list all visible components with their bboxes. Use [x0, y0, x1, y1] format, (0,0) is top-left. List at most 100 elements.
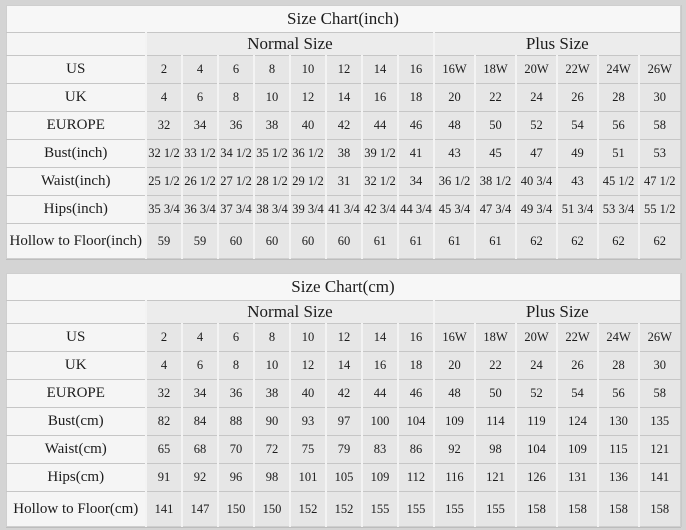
size-value-cell: 38	[253, 111, 290, 140]
size-value-cell: 26	[556, 351, 598, 380]
size-value-cell: 2	[145, 323, 182, 352]
size-value-cell: 158	[556, 491, 598, 527]
table-row: EUROPE 32 34 36 38 40 42 44 46 48 50 52 54 56 58	[6, 379, 680, 408]
size-value-cell: 40	[289, 379, 326, 408]
size-value-cell: 116	[433, 463, 475, 492]
size-value-cell: 60	[217, 223, 254, 259]
size-value-cell: 30	[638, 83, 680, 112]
size-value-cell: 59	[145, 223, 182, 259]
size-value-cell: 40	[289, 111, 326, 140]
size-value-cell: 79	[325, 435, 362, 464]
size-value-cell: 14	[325, 351, 362, 380]
table-title-row: Size Chart(cm)	[6, 273, 680, 301]
size-value-cell: 20	[433, 83, 475, 112]
size-value-cell: 36 1/2	[289, 139, 326, 168]
row-label: Hips(inch)	[6, 195, 146, 224]
table-row: Waist(inch) 25 1/2 26 1/2 27 1/2 28 1/2 29 1/…	[6, 167, 680, 196]
table-row: Hips(inch) 35 3/4 36 3/4 37 3/4 38 3/4 39 3/4…	[6, 195, 680, 224]
row-label: Waist(inch)	[6, 167, 146, 196]
size-value-cell: 150	[253, 491, 290, 527]
table-row: Hollow to Floor(cm) 141 147 150 150 152 152 155…	[6, 491, 680, 527]
size-value-cell: 32	[145, 379, 182, 408]
size-value-cell: 4	[145, 351, 182, 380]
size-value-cell: 8	[217, 83, 254, 112]
size-value-cell: 114	[474, 407, 516, 436]
size-value-cell: 33 1/2	[181, 139, 218, 168]
size-value-cell: 55 1/2	[638, 195, 680, 224]
size-value-cell: 68	[181, 435, 218, 464]
size-value-cell: 38	[253, 379, 290, 408]
size-value-cell: 112	[397, 463, 434, 492]
size-value-cell: 28 1/2	[253, 167, 290, 196]
size-chart-cm-table: Size Chart(cm) Normal Size Plus Size US 2 4 6 8…	[5, 273, 681, 527]
size-value-cell: 34	[181, 379, 218, 408]
size-value-cell: 43	[556, 167, 598, 196]
table-row: Waist(cm) 65 68 70 72 75 79 83 86 92 98 104 109 115 12…	[6, 435, 680, 464]
size-value-cell: 6	[181, 83, 218, 112]
size-value-cell: 136	[597, 463, 639, 492]
size-value-cell: 16	[361, 83, 398, 112]
row-label: UK	[6, 351, 146, 380]
size-value-cell: 41 3/4	[325, 195, 362, 224]
size-value-cell: 8	[253, 55, 290, 84]
size-value-cell: 20W	[515, 55, 557, 84]
corner-cell	[6, 300, 146, 324]
size-value-cell: 35 1/2	[253, 139, 290, 168]
size-value-cell: 84	[181, 407, 218, 436]
size-value-cell: 155	[474, 491, 516, 527]
size-value-cell: 24W	[597, 323, 639, 352]
size-value-cell: 53 3/4	[597, 195, 639, 224]
table-row: Bust(cm) 82 84 88 90 93 97 100 104 109 114 119 124 13…	[6, 407, 680, 436]
size-value-cell: 16W	[433, 55, 475, 84]
size-value-cell: 101	[289, 463, 326, 492]
size-value-cell: 45 1/2	[597, 167, 639, 196]
size-value-cell: 16	[397, 323, 434, 352]
size-value-cell: 105	[325, 463, 362, 492]
size-value-cell: 18W	[474, 323, 516, 352]
size-value-cell: 32 1/2	[361, 167, 398, 196]
size-value-cell: 12	[289, 83, 326, 112]
size-value-cell: 12	[289, 351, 326, 380]
row-label: EUROPE	[6, 379, 146, 408]
size-value-cell: 155	[361, 491, 398, 527]
size-value-cell: 44	[361, 379, 398, 408]
size-value-cell: 32 1/2	[145, 139, 182, 168]
size-value-cell: 20W	[515, 323, 557, 352]
row-label: Hollow to Floor(inch)	[6, 223, 146, 259]
size-value-cell: 28	[597, 83, 639, 112]
table-row: US 2 4 6 8 10 12 14 16 16W 18W 20W 22W 24W 26W	[6, 55, 680, 84]
size-value-cell: 158	[638, 491, 680, 527]
size-value-cell: 119	[515, 407, 557, 436]
size-value-cell: 61	[474, 223, 516, 259]
size-value-cell: 31	[325, 167, 362, 196]
size-value-cell: 18W	[474, 55, 516, 84]
size-value-cell: 124	[556, 407, 598, 436]
size-value-cell: 109	[433, 407, 475, 436]
size-value-cell: 70	[217, 435, 254, 464]
size-value-cell: 36 3/4	[181, 195, 218, 224]
size-value-cell: 44	[361, 111, 398, 140]
size-value-cell: 26	[556, 83, 598, 112]
size-value-cell: 45	[474, 139, 516, 168]
size-value-cell: 48	[433, 379, 475, 408]
size-value-cell: 14	[361, 55, 398, 84]
size-value-cell: 2	[145, 55, 182, 84]
size-value-cell: 32	[145, 111, 182, 140]
size-value-cell: 39 1/2	[361, 139, 398, 168]
size-value-cell: 22W	[556, 323, 598, 352]
row-label: Hollow to Floor(cm)	[6, 491, 146, 527]
size-value-cell: 86	[397, 435, 434, 464]
size-value-cell: 90	[253, 407, 290, 436]
size-value-cell: 130	[597, 407, 639, 436]
size-value-cell: 12	[325, 323, 362, 352]
group-header-row: Normal Size Plus Size	[6, 32, 680, 56]
group-header-normal-size: Normal Size	[145, 300, 434, 324]
size-value-cell: 12	[325, 55, 362, 84]
row-label: Bust(cm)	[6, 407, 146, 436]
table-row: UK 4 6 8 10 12 14 16 18 20 22 24 26 28 30	[6, 83, 680, 112]
size-value-cell: 20	[433, 351, 475, 380]
size-value-cell: 60	[253, 223, 290, 259]
table-row: EUROPE 32 34 36 38 40 42 44 46 48 50 52 54 56 58	[6, 111, 680, 140]
size-value-cell: 47 3/4	[474, 195, 516, 224]
size-value-cell: 104	[397, 407, 434, 436]
